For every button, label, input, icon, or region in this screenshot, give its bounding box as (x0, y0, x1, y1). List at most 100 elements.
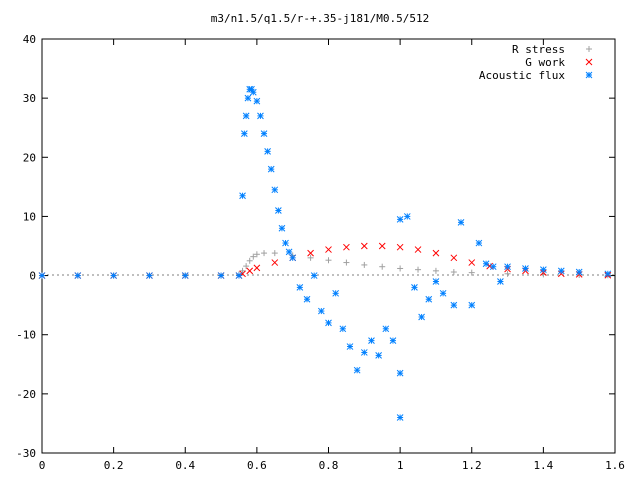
data-point (522, 265, 529, 272)
plot-frame (41, 38, 616, 454)
data-point (310, 272, 318, 279)
y-tick-label: -30 (16, 447, 36, 460)
data-point (403, 213, 411, 220)
data-point (239, 192, 246, 200)
data-point (181, 272, 189, 279)
data-point (253, 251, 260, 258)
data-point (418, 313, 425, 321)
data-point (325, 319, 332, 327)
data-point (432, 278, 440, 285)
data-point (74, 272, 82, 279)
data-point (261, 250, 268, 257)
data-point (450, 269, 457, 276)
data-point (325, 257, 332, 264)
x-axis: 0 0.2 0.4 0.6 0.8 1 1.2 1.4 1.6 (39, 39, 625, 472)
data-point (396, 216, 404, 223)
data-point (397, 265, 404, 272)
series-star (38, 85, 612, 421)
data-point (246, 257, 253, 264)
data-point (243, 263, 250, 270)
data-point (260, 130, 268, 137)
data-point (368, 337, 375, 344)
data-point (264, 148, 271, 155)
data-point (504, 263, 511, 271)
data-point (432, 267, 439, 274)
data-point (540, 266, 547, 274)
data-point (244, 94, 252, 102)
data-point (275, 207, 282, 214)
x-tick-label: 0.8 (319, 459, 339, 472)
data-point (439, 289, 447, 297)
legend-label: R stress (512, 43, 565, 56)
data-point (504, 270, 511, 277)
data-point (497, 278, 504, 285)
data-point (415, 266, 422, 273)
data-point (278, 224, 286, 232)
data-point (246, 267, 254, 275)
data-point (339, 325, 347, 333)
data-point (475, 239, 483, 247)
data-point (38, 272, 46, 279)
data-point (249, 88, 257, 96)
data-point (257, 112, 264, 120)
data-point (361, 261, 368, 268)
data-point (382, 325, 390, 333)
data-point (253, 264, 261, 272)
data-point (379, 263, 386, 270)
data-point (307, 254, 314, 261)
data-point (242, 112, 250, 120)
data-point (557, 267, 565, 275)
x-tick-label: 1.6 (605, 459, 625, 472)
data-point (346, 343, 354, 350)
data-point (110, 272, 117, 279)
y-tick-label: -10 (16, 329, 36, 342)
data-point (317, 307, 325, 315)
legend-label: G work (525, 56, 565, 69)
series-plus (39, 250, 611, 279)
data-point (425, 295, 433, 303)
y-tick-label: 40 (23, 33, 36, 46)
data-point (396, 243, 404, 251)
data-point (457, 218, 465, 226)
data-point (253, 97, 261, 105)
data-point (217, 272, 225, 279)
data-point (375, 352, 382, 359)
data-point (396, 414, 404, 421)
data-point (271, 250, 278, 257)
legend-marker (585, 58, 593, 66)
data-point (325, 246, 332, 253)
data-point (271, 186, 279, 194)
data-point (489, 263, 497, 271)
data-point (482, 260, 490, 268)
data-point (414, 246, 422, 253)
x-tick-label: 0.4 (175, 459, 195, 472)
data-point (303, 295, 311, 303)
data-point (235, 272, 243, 279)
y-tick-label: 10 (23, 210, 36, 223)
y-tick-label: -20 (16, 388, 36, 401)
data-point (360, 349, 368, 356)
data-point (250, 253, 257, 260)
data-point (575, 268, 583, 276)
data-point (432, 249, 440, 257)
data-point (468, 259, 476, 266)
legend-marker (586, 46, 592, 52)
y-tick-label: 30 (23, 92, 36, 105)
data-point (332, 289, 340, 297)
data-point (289, 254, 297, 262)
x-tick-label: 1.2 (462, 459, 482, 472)
data-point (307, 249, 314, 257)
x-tick-label: 0.2 (104, 459, 124, 472)
data-point (604, 270, 612, 278)
x-tick-label: 1 (397, 459, 404, 472)
y-tick-label: 20 (23, 151, 36, 164)
chart-title: m3/n1.5/q1.5/r-+.35-j181/M0.5/512 (211, 12, 430, 25)
data-point (468, 269, 475, 276)
data-point (343, 259, 350, 266)
data-point (450, 254, 458, 262)
data-point (239, 267, 246, 274)
series-layer (38, 85, 612, 421)
data-point (240, 130, 248, 137)
